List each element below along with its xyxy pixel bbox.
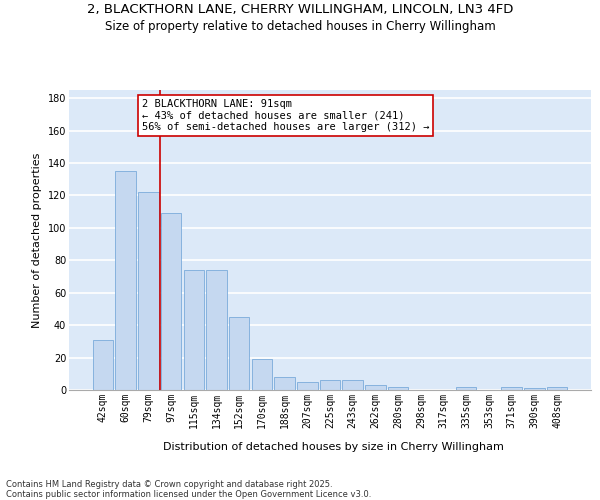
Bar xyxy=(138,192,158,390)
Bar xyxy=(161,213,181,390)
Bar xyxy=(184,270,204,390)
Bar xyxy=(115,171,136,390)
Bar xyxy=(502,387,522,390)
Bar xyxy=(524,388,545,390)
Bar xyxy=(388,387,409,390)
Bar xyxy=(365,385,386,390)
Bar xyxy=(274,377,295,390)
Bar xyxy=(93,340,113,390)
Bar xyxy=(456,387,476,390)
Bar xyxy=(297,382,317,390)
Bar xyxy=(229,317,250,390)
Text: Size of property relative to detached houses in Cherry Willingham: Size of property relative to detached ho… xyxy=(104,20,496,33)
Bar xyxy=(343,380,363,390)
Bar xyxy=(547,387,567,390)
Text: 2 BLACKTHORN LANE: 91sqm
← 43% of detached houses are smaller (241)
56% of semi-: 2 BLACKTHORN LANE: 91sqm ← 43% of detach… xyxy=(142,99,430,132)
Text: 2, BLACKTHORN LANE, CHERRY WILLINGHAM, LINCOLN, LN3 4FD: 2, BLACKTHORN LANE, CHERRY WILLINGHAM, L… xyxy=(87,2,513,16)
Y-axis label: Number of detached properties: Number of detached properties xyxy=(32,152,42,328)
Text: Distribution of detached houses by size in Cherry Willingham: Distribution of detached houses by size … xyxy=(163,442,503,452)
Text: Contains HM Land Registry data © Crown copyright and database right 2025.
Contai: Contains HM Land Registry data © Crown c… xyxy=(6,480,371,499)
Bar xyxy=(206,270,227,390)
Bar xyxy=(320,380,340,390)
Bar xyxy=(251,359,272,390)
